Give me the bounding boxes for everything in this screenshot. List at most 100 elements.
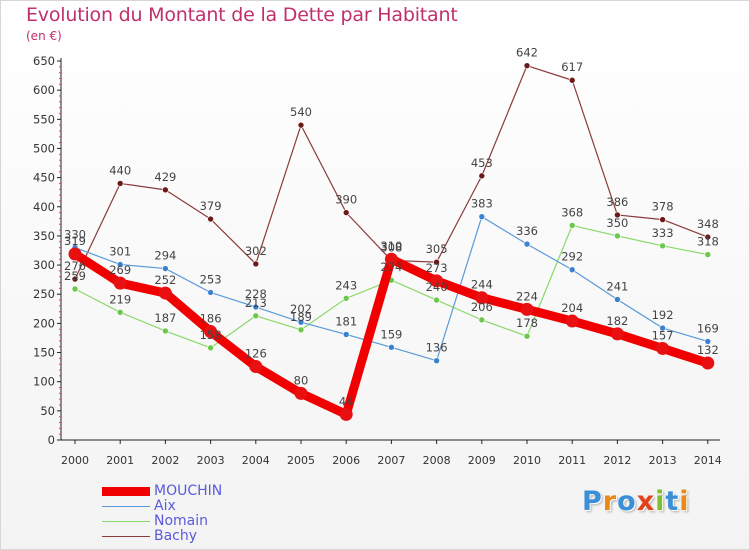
data-label: 318: [697, 235, 719, 249]
y-tick-label: 50: [40, 404, 55, 418]
x-tick-label: 2004: [242, 454, 270, 467]
data-label: 386: [606, 195, 628, 209]
data-point: [207, 344, 214, 352]
data-label: 182: [606, 314, 628, 328]
data-point: [204, 325, 218, 339]
proxiti-logo: Proxiti: [582, 486, 690, 517]
data-point: [568, 266, 576, 274]
y-tick-label: 550: [33, 112, 55, 126]
y-tick-label: 250: [33, 287, 55, 301]
data-point: [116, 180, 124, 187]
data-point: [523, 240, 531, 248]
data-point: [71, 275, 79, 283]
data-label: 390: [335, 193, 357, 207]
data-point: [659, 216, 666, 223]
logo-letter: x: [636, 486, 656, 517]
data-point: [297, 121, 305, 129]
data-point: [113, 276, 127, 290]
logo-letter: i: [655, 486, 666, 517]
data-label: 302: [245, 244, 267, 258]
data-label: 368: [561, 205, 583, 219]
chart-title: Evolution du Montant de la Dette par Hab…: [26, 4, 458, 26]
legend-swatch-nomain: [102, 521, 150, 522]
data-point: [659, 324, 666, 332]
y-tick-label: 200: [33, 316, 55, 330]
data-label: 159: [380, 327, 402, 341]
data-point: [433, 357, 440, 365]
data-point: [116, 261, 124, 268]
x-tick-label: 2014: [694, 454, 722, 467]
data-point: [614, 211, 621, 219]
data-label: 333: [652, 226, 674, 240]
legend-swatch-mouchin: [102, 487, 150, 496]
data-label: 252: [154, 273, 176, 287]
data-label: 204: [561, 301, 583, 315]
data-label: 169: [697, 321, 719, 335]
data-point: [71, 285, 79, 293]
x-tick-label: 2009: [468, 454, 496, 467]
logo-letter: r: [602, 486, 618, 517]
data-point: [388, 343, 395, 351]
data-label: 202: [290, 302, 312, 316]
data-label: 308: [380, 240, 402, 254]
data-point: [158, 286, 172, 300]
data-label: 269: [109, 263, 131, 277]
data-point: [249, 360, 263, 374]
data-label: 206: [471, 300, 493, 314]
logo-letter: P: [582, 486, 603, 517]
data-point: [162, 265, 169, 272]
data-point: [659, 242, 666, 250]
logo-letter: i: [679, 486, 690, 517]
x-tick-label: 2002: [151, 454, 179, 467]
data-point: [430, 274, 444, 288]
legend-label-nomain: Nomain: [154, 513, 209, 529]
data-point: [523, 332, 531, 340]
data-label: 80: [294, 373, 309, 387]
data-label: 126: [245, 347, 267, 361]
y-tick-label: 400: [33, 200, 55, 214]
data-label: 319: [64, 234, 86, 248]
data-point: [433, 258, 440, 266]
data-label: 259: [64, 269, 86, 283]
data-point: [704, 338, 712, 345]
legend-label-bachy: Bachy: [154, 528, 198, 544]
data-point: [297, 326, 305, 334]
data-label: 136: [426, 341, 448, 355]
data-label: 253: [200, 272, 222, 286]
data-label: 273: [426, 261, 448, 275]
y-tick-label: 300: [33, 258, 55, 272]
data-label: 305: [426, 242, 448, 256]
data-point: [704, 251, 712, 258]
data-label: 617: [561, 60, 583, 74]
data-point: [478, 172, 486, 180]
data-point: [252, 260, 260, 268]
unit-label: (en €): [26, 29, 62, 43]
data-point: [614, 232, 621, 240]
data-label: 330: [64, 228, 86, 242]
data-label: 301: [109, 244, 131, 258]
data-point: [252, 312, 260, 320]
data-label: 336: [516, 224, 538, 238]
data-label: 187: [154, 311, 176, 325]
data-point: [384, 252, 398, 266]
y-tick-label: 500: [33, 141, 55, 155]
y-tick-label: 0: [48, 433, 55, 447]
x-tick-label: 2007: [377, 454, 405, 467]
data-label: 274: [380, 260, 402, 274]
data-label: 224: [516, 289, 538, 303]
legend-label-aix: Aix: [154, 498, 176, 514]
data-label: 310: [380, 239, 402, 253]
x-tick-label: 2003: [197, 454, 225, 467]
data-point: [478, 213, 486, 220]
x-tick-label: 2012: [603, 454, 631, 467]
data-point: [614, 296, 621, 303]
data-label: 453: [471, 156, 493, 170]
data-label: 540: [290, 105, 312, 119]
y-tick-label: 150: [33, 346, 55, 360]
x-tick-label: 2010: [513, 454, 541, 467]
data-label: 189: [290, 310, 312, 324]
data-point: [520, 302, 534, 316]
x-tick-label: 2000: [61, 454, 89, 467]
legend-swatch-aix: [102, 506, 150, 507]
